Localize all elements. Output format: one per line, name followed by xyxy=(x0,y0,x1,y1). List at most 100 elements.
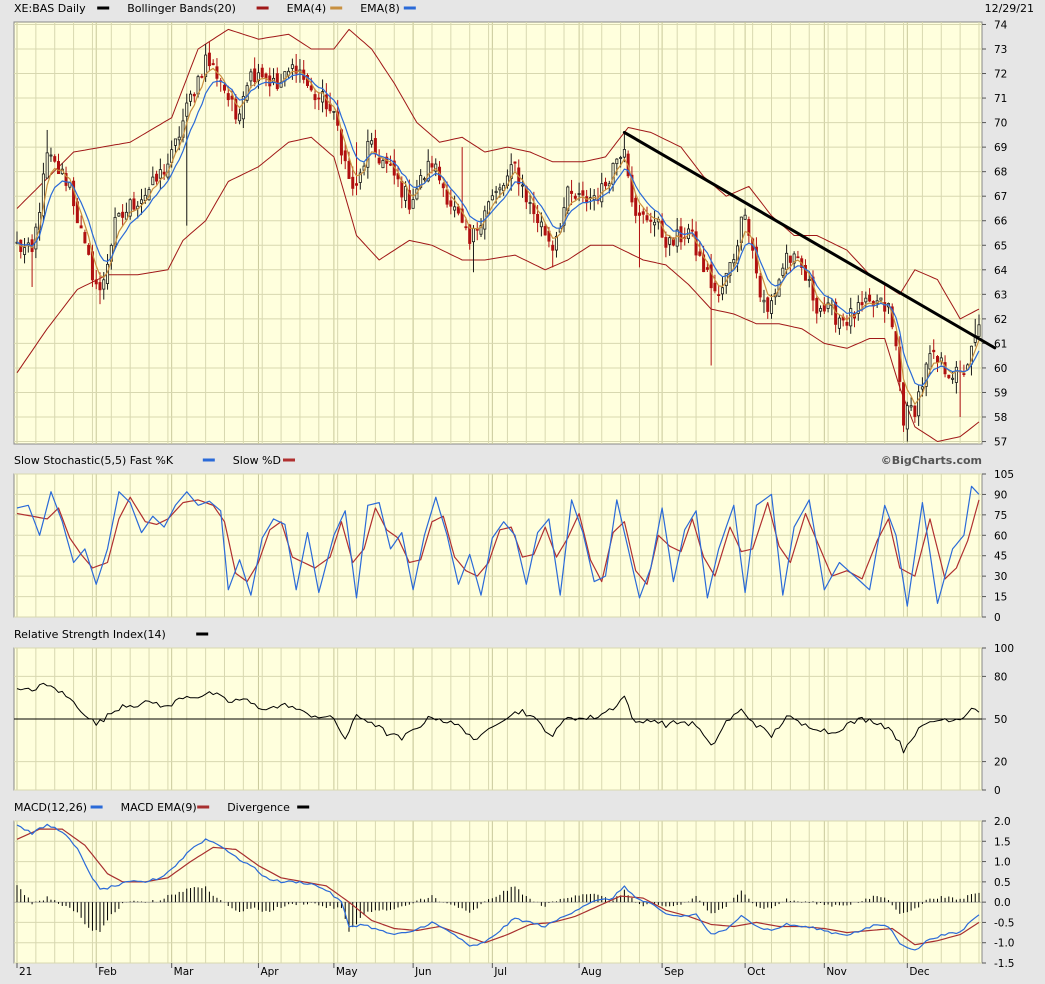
candle-body xyxy=(222,84,226,91)
price-candle xyxy=(637,204,641,268)
candle-body xyxy=(117,213,121,217)
y-tick-label-price-3: 60 xyxy=(994,363,1007,375)
price-candle xyxy=(290,58,294,80)
price-candle xyxy=(449,189,453,215)
candle-body xyxy=(226,93,230,101)
y-tick-label-price-14: 71 xyxy=(994,93,1007,105)
candle-body xyxy=(479,225,483,235)
price-candle xyxy=(426,149,430,183)
y-tick-label-macd-5: 1.0 xyxy=(994,857,1011,869)
price-candle xyxy=(53,154,57,163)
macd-series xyxy=(14,823,982,951)
candle-body xyxy=(434,163,438,172)
price-candle xyxy=(260,64,264,80)
candle-body xyxy=(788,255,792,263)
price-candle xyxy=(622,132,626,163)
candle-body xyxy=(702,254,706,273)
candle-body xyxy=(860,302,864,306)
price-candle xyxy=(453,195,457,218)
candle-body xyxy=(920,386,924,390)
candle-body xyxy=(554,235,558,251)
candle-body xyxy=(845,321,849,326)
price-candle xyxy=(41,162,45,223)
candle-body xyxy=(615,158,619,165)
candle-body xyxy=(577,193,581,195)
y-tick-label-price-13: 70 xyxy=(994,118,1007,130)
price-candle xyxy=(845,315,849,331)
candle-body xyxy=(249,71,253,82)
candle-body xyxy=(400,180,404,198)
price-candle xyxy=(932,339,936,359)
candle-body xyxy=(426,160,430,182)
candle-body xyxy=(962,373,966,375)
candle-body xyxy=(23,247,27,255)
price-candle xyxy=(819,305,823,318)
candle-body xyxy=(905,405,909,430)
plot-area-stoch xyxy=(13,473,983,618)
candle-body xyxy=(132,198,136,210)
candle-body xyxy=(332,110,336,113)
candle-body xyxy=(449,200,453,207)
price-candle xyxy=(460,147,464,224)
candle-body xyxy=(573,195,577,199)
price-candle xyxy=(388,155,392,167)
ema8-line xyxy=(16,73,980,386)
y-tick-label-macd-4: 0.5 xyxy=(994,877,1011,889)
price-candle xyxy=(551,240,555,268)
price-candle xyxy=(570,179,574,206)
y-tick-label-rsi-2: 50 xyxy=(994,714,1007,726)
price-candle xyxy=(581,181,585,203)
y-tick-label-stoch-1: 15 xyxy=(994,592,1007,604)
candle-body xyxy=(355,183,359,186)
candle-body xyxy=(200,75,204,78)
legend-price: XE:BAS Daily Bollinger Bands(20) EMA(4) EMA… xyxy=(10,0,1036,15)
macd-ema-line xyxy=(16,828,980,946)
plot-area-price xyxy=(13,21,983,445)
price-candle xyxy=(528,194,532,215)
legend-label-price-3: EMA(8) xyxy=(360,2,400,15)
candle-body xyxy=(709,264,713,289)
price-candle xyxy=(317,92,321,111)
candle-body xyxy=(192,93,196,97)
candle-body xyxy=(49,154,53,157)
candle-body xyxy=(864,297,868,303)
candle-body xyxy=(622,149,626,158)
legend-label-macd-0: MACD(12,26) xyxy=(14,801,87,814)
candle-body xyxy=(728,262,732,276)
y-tick-label-rsi-1: 20 xyxy=(994,757,1007,769)
candle-body xyxy=(453,206,457,211)
y-tick-label-price-7: 64 xyxy=(994,265,1008,277)
legend-macd: MACD(12,26) MACD EMA(9) Divergence xyxy=(10,799,1036,814)
candle-body xyxy=(234,98,238,120)
y-tick-label-rsi-4: 100 xyxy=(994,643,1014,655)
candle-body xyxy=(45,152,49,179)
candle-body xyxy=(611,162,615,185)
y-tick-label-stoch-3: 45 xyxy=(994,551,1007,563)
candle-body xyxy=(83,232,87,244)
candle-body xyxy=(253,68,257,82)
price-candle xyxy=(615,158,619,176)
price-candle xyxy=(702,245,706,273)
price-candle xyxy=(23,238,27,264)
candle-body xyxy=(785,252,789,270)
price-candle xyxy=(407,179,411,215)
price-candle xyxy=(634,193,638,224)
plot-area-macd xyxy=(13,820,983,964)
candle-body xyxy=(309,85,313,91)
y-tick-label-price-16: 73 xyxy=(994,44,1007,56)
y-tick-label-rsi-3: 80 xyxy=(994,671,1007,683)
legend-label-stoch-0: Slow Stochastic(5,5) Fast %K xyxy=(14,454,174,467)
price-candle xyxy=(151,166,155,186)
y-tick-label-stoch-5: 75 xyxy=(994,510,1007,522)
candle-body xyxy=(370,140,374,145)
price-candle xyxy=(211,59,215,66)
price-candle xyxy=(441,182,445,197)
candle-body xyxy=(256,72,260,82)
candle-body xyxy=(868,294,872,302)
y-tick-label-stoch-0: 0 xyxy=(994,612,1001,624)
candle-body xyxy=(471,227,475,243)
candle-body xyxy=(747,219,751,236)
y-tick-label-macd-3: 0.0 xyxy=(994,897,1011,909)
candle-body xyxy=(358,172,362,183)
candle-body xyxy=(713,282,717,292)
